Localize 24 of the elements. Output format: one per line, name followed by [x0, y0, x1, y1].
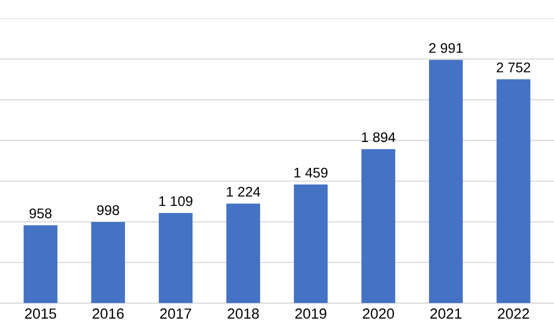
- x-tick-label: 2015: [25, 308, 56, 319]
- bar: [361, 149, 396, 304]
- x-tick-label: 2017: [160, 308, 192, 319]
- x-tick-label: 2019: [295, 308, 326, 319]
- bar: [158, 212, 193, 304]
- x-tick-label: 2021: [430, 308, 462, 319]
- data-label: 2 752: [496, 62, 530, 72]
- data-label: 1 894: [362, 132, 396, 142]
- bar: [24, 225, 58, 304]
- bar: [429, 60, 463, 304]
- x-tick-label: 2018: [228, 308, 259, 319]
- bar: [91, 222, 125, 304]
- data-label: 958: [30, 208, 52, 218]
- bar: [294, 184, 328, 304]
- x-tick-label: 2020: [362, 308, 394, 319]
- data-label: 1 459: [294, 168, 328, 178]
- bar: [226, 204, 260, 304]
- data-label: 1 224: [226, 186, 260, 197]
- x-tick-label: 2022: [498, 308, 529, 319]
- data-label: 998: [97, 205, 120, 216]
- x-tick-label: 2016: [92, 308, 124, 319]
- data-label: 2 991: [429, 43, 463, 53]
- data-label: 1 109: [159, 196, 192, 206]
- bar: [496, 79, 530, 304]
